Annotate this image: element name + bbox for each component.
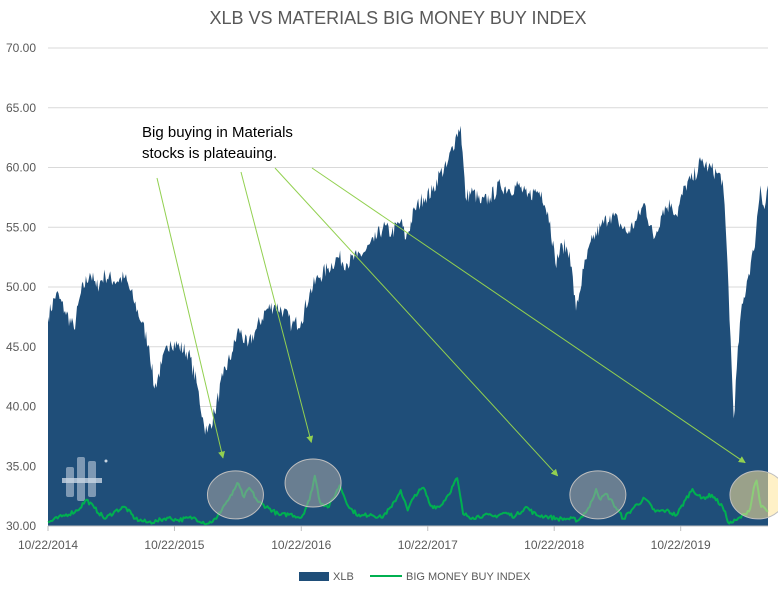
logo-dot: [104, 459, 108, 463]
legend-label-xlb: XLB: [333, 571, 354, 583]
y-tick-label: 45.00: [6, 340, 36, 354]
y-tick-label: 30.00: [6, 519, 36, 533]
logo-crossbar: [62, 478, 102, 483]
x-tick-label: 10/22/2019: [651, 538, 711, 552]
x-tick-label: 10/22/2018: [524, 538, 584, 552]
x-tick-label: 10/22/2014: [18, 538, 78, 552]
annotation-arrow: [156, 177, 225, 459]
x-tick-label: 10/22/2016: [271, 538, 331, 552]
highlight-circle: [284, 458, 342, 508]
xlb-area: [48, 125, 768, 526]
arrow-layer: [156, 167, 746, 477]
y-tick-label: 50.00: [6, 280, 36, 294]
annotation-arrow: [240, 171, 314, 444]
big-money-line-layer: [47, 474, 769, 526]
highlight-circle: [206, 470, 264, 520]
y-tick-label: 35.00: [6, 459, 36, 473]
y-axis-ticks: 70.00 65.00 60.00 55.00 50.00 45.00 40.00 35.00…: [6, 41, 36, 533]
annotation-arrow: [311, 167, 746, 464]
y-tick-label: 40.00: [6, 400, 36, 414]
legend-swatch-xlb: [299, 572, 329, 581]
y-tick-label: 60.00: [6, 161, 36, 175]
highlight-circle: [729, 470, 778, 520]
logo-watermark: [62, 457, 108, 501]
legend: XLB BIG MONEY BUY INDEX: [299, 571, 531, 583]
xlb-area-layer: [48, 125, 768, 526]
big-money-line: [47, 474, 769, 526]
x-tick-label: 10/22/2015: [144, 538, 204, 552]
y-tick-label: 55.00: [6, 220, 36, 234]
y-tick-label: 70.00: [6, 41, 36, 55]
x-axis-ticks: 10/22/2014 10/22/2015 10/22/2016 10/22/2017…: [18, 525, 768, 552]
legend-label-big-money: BIG MONEY BUY INDEX: [406, 571, 531, 583]
highlight-circle: [569, 470, 627, 520]
x-tick-label: 10/22/2017: [398, 538, 458, 552]
y-tick-label: 65.00: [6, 101, 36, 115]
annotation-line-1: Big buying in Materials: [142, 124, 293, 141]
annotation-line-2: stocks is plateauing.: [142, 145, 277, 162]
chart-title: XLB VS MATERIALS BIG MONEY BUY INDEX: [209, 8, 586, 28]
annotation-arrow: [274, 167, 559, 477]
highlight-layer: [206, 458, 778, 520]
